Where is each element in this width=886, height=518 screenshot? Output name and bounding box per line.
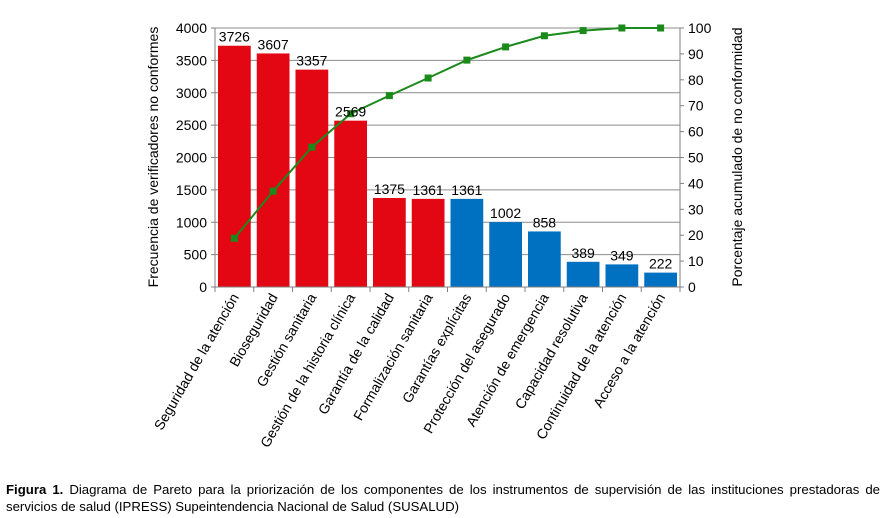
cumulative-line [230,24,665,242]
line-point [463,56,471,64]
bar [373,197,406,287]
line-point [308,143,316,151]
y-tick-label: 3500 [176,52,207,68]
y-tick-label: 0 [199,279,207,295]
bar [334,120,367,287]
y2-tick-label: 10 [688,253,704,269]
bar [411,198,445,287]
y2-tick-label: 50 [688,150,704,166]
caption-text: Diagrama de Pareto para la priorización … [6,482,880,514]
y2-tick-label: 0 [688,279,696,295]
line-point [347,110,355,118]
data-label: 858 [533,214,557,230]
bar [528,231,561,287]
data-label: 1361 [451,182,482,198]
axes [211,27,684,292]
y2-tick-label: 70 [688,98,704,114]
data-label: 1361 [413,182,444,198]
y-tick-label: 2500 [176,117,207,133]
line-point [269,187,277,195]
data-label: 349 [610,247,634,263]
line-point [424,74,432,82]
y2-tick-label: 60 [688,124,704,140]
bar [489,222,522,287]
y2-tick-label: 80 [688,72,704,88]
category-label: Capacidad resolutiva [511,290,590,411]
y-tick-label: 2000 [176,150,207,166]
y2-tick-label: 30 [688,201,704,217]
y2-tick-label: 90 [688,46,704,62]
data-label: 1002 [490,205,521,221]
figure-caption: Figura 1. Diagrama de Pareto para la pri… [6,481,880,515]
y2-tick-label: 100 [688,20,712,36]
bar [450,198,484,287]
data-label: 2569 [335,104,366,120]
category-labels: Seguridad de la atenciónBioseguridadGest… [151,290,669,450]
data-label: 3357 [296,53,327,69]
bar [295,69,329,287]
bar [566,261,600,287]
line-point [502,43,510,51]
category-label: Acceso a la atención [590,291,668,411]
line-point [540,32,548,40]
caption-label: Figura 1. [6,482,64,497]
data-label: 222 [649,256,673,272]
bar [218,45,251,287]
line-point [579,27,587,35]
bars [218,45,677,288]
bar [644,272,677,287]
pareto-chart: 3726 3607 3357 2569 1375 1361 1361 1002 858 389 34… [145,20,745,450]
line-point [385,92,393,100]
y2-axis-title: Porcentaje acumulado de no conformidad [729,27,745,286]
cumulative-line-path [233,27,661,239]
line-point [230,234,238,242]
bar [256,53,290,288]
gridlines [215,27,680,256]
category-label: Garantías explícitas [399,291,475,406]
data-label: 389 [571,245,595,261]
y2-tick-label: 40 [688,175,704,191]
y-tick-label: 500 [184,247,208,263]
data-labels: 3726 3607 3357 2569 1375 1361 1361 1002 858 389 34… [219,29,673,272]
y-tick-label: 1000 [176,214,207,230]
bar [605,264,639,287]
y-axis-title: Frecuencia de verificadores no conformes [145,27,161,288]
y2-tick-label: 20 [688,227,704,243]
tick-labels: 0 500 1000 1500 2000 2500 3000 3500 4000 0 10 20 30 4… [176,20,712,295]
line-point [618,24,626,32]
data-label: 1375 [374,181,405,197]
y-tick-label: 3000 [176,85,207,101]
data-label: 3607 [258,36,289,52]
y-tick-label: 1500 [176,182,207,198]
y-tick-label: 4000 [176,20,207,36]
data-label: 3726 [219,29,250,45]
line-point [657,24,665,32]
